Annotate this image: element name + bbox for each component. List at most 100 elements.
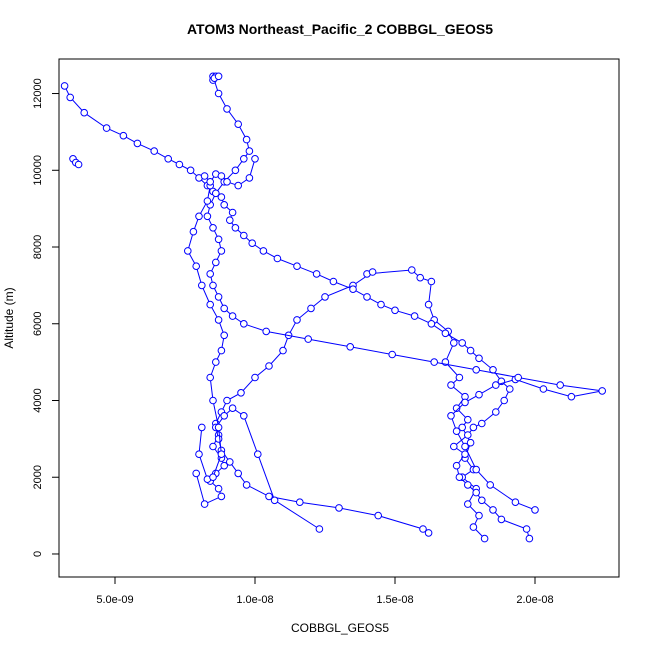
data-point	[214, 293, 223, 301]
data-point	[455, 373, 464, 382]
data-point	[228, 208, 237, 217]
data-point	[234, 181, 242, 190]
data-point	[234, 120, 242, 128]
data-point	[464, 481, 472, 489]
data-point	[307, 304, 315, 313]
data-point	[119, 131, 128, 140]
data-point	[203, 197, 212, 205]
data-point	[262, 327, 271, 336]
data-point	[525, 534, 534, 543]
data-point	[220, 201, 228, 209]
data-point	[377, 300, 385, 309]
data-point	[186, 166, 195, 175]
data-point	[195, 450, 203, 459]
data-point	[66, 93, 74, 102]
data-point	[410, 312, 419, 320]
data-point	[447, 381, 455, 389]
data-point	[253, 450, 262, 459]
data-point	[184, 247, 192, 255]
chart-title: ATOM3 Northeast_Pacific_2 COBBGL_GEOS5	[187, 21, 493, 37]
data-point	[427, 320, 436, 328]
y-tick-label: 12000	[32, 78, 44, 109]
data-point	[567, 392, 576, 401]
data-point	[273, 254, 282, 263]
y-tick-label: 10000	[32, 155, 44, 186]
data-point	[598, 387, 607, 395]
data-point	[220, 331, 228, 340]
data-point	[522, 525, 531, 533]
data-point	[242, 481, 251, 489]
data-point	[217, 193, 226, 201]
data-point	[251, 155, 259, 163]
data-point	[206, 178, 214, 186]
data-point	[214, 72, 223, 81]
data-point	[217, 492, 226, 501]
data-point	[478, 496, 486, 505]
data-point	[200, 500, 209, 508]
data-point	[133, 139, 142, 148]
data-point	[279, 346, 287, 355]
data-point	[293, 316, 301, 324]
data-point	[265, 362, 273, 370]
data-point	[223, 396, 231, 405]
data-point	[506, 385, 514, 393]
data-point	[424, 300, 433, 309]
data-point	[206, 270, 214, 278]
data-point	[270, 496, 279, 505]
data-point	[220, 412, 228, 420]
data-point	[248, 239, 256, 247]
data-point	[102, 124, 111, 132]
data-point	[212, 189, 220, 198]
data-point	[466, 346, 475, 355]
data-point	[408, 266, 416, 274]
data-point	[531, 506, 539, 514]
data-point	[430, 358, 439, 366]
data-point	[217, 172, 226, 180]
data-point	[198, 423, 206, 432]
data-point	[214, 235, 223, 244]
data-point	[251, 373, 259, 382]
data-point	[214, 423, 223, 432]
data-point	[259, 247, 268, 255]
data-point	[209, 473, 217, 482]
data-point	[452, 461, 461, 470]
data-point	[321, 293, 329, 301]
data-point	[228, 404, 237, 413]
data-point	[492, 381, 500, 389]
data-point	[452, 427, 461, 436]
data-point	[214, 316, 223, 324]
data-point	[461, 442, 469, 451]
data-point	[514, 373, 523, 382]
data-point	[466, 438, 475, 447]
data-point	[231, 166, 240, 175]
data-point	[419, 525, 427, 533]
data-point	[60, 82, 69, 90]
data-point	[475, 390, 483, 399]
series-layer	[60, 72, 607, 543]
data-point	[447, 412, 455, 420]
data-point	[209, 396, 217, 405]
data-point	[150, 147, 158, 155]
data-point	[475, 511, 483, 520]
data-point	[220, 461, 228, 470]
data-point	[329, 277, 338, 286]
data-point	[198, 281, 206, 290]
data-point	[472, 488, 481, 497]
y-axis-label: Altitude (m)	[2, 287, 16, 348]
data-point	[234, 469, 242, 478]
data-point	[192, 262, 200, 271]
data-point	[424, 529, 433, 537]
data-point	[500, 396, 509, 405]
data-point	[231, 224, 240, 232]
data-point	[478, 419, 486, 428]
data-point	[486, 481, 495, 489]
data-point	[469, 523, 478, 531]
data-point	[223, 178, 231, 186]
data-point	[312, 270, 321, 278]
data-point	[346, 343, 355, 351]
data-point	[539, 385, 548, 393]
data-point	[265, 492, 273, 501]
x-axis: 5.0e-09 1.0e-08 1.5e-08 2.0e-08	[96, 576, 554, 606]
